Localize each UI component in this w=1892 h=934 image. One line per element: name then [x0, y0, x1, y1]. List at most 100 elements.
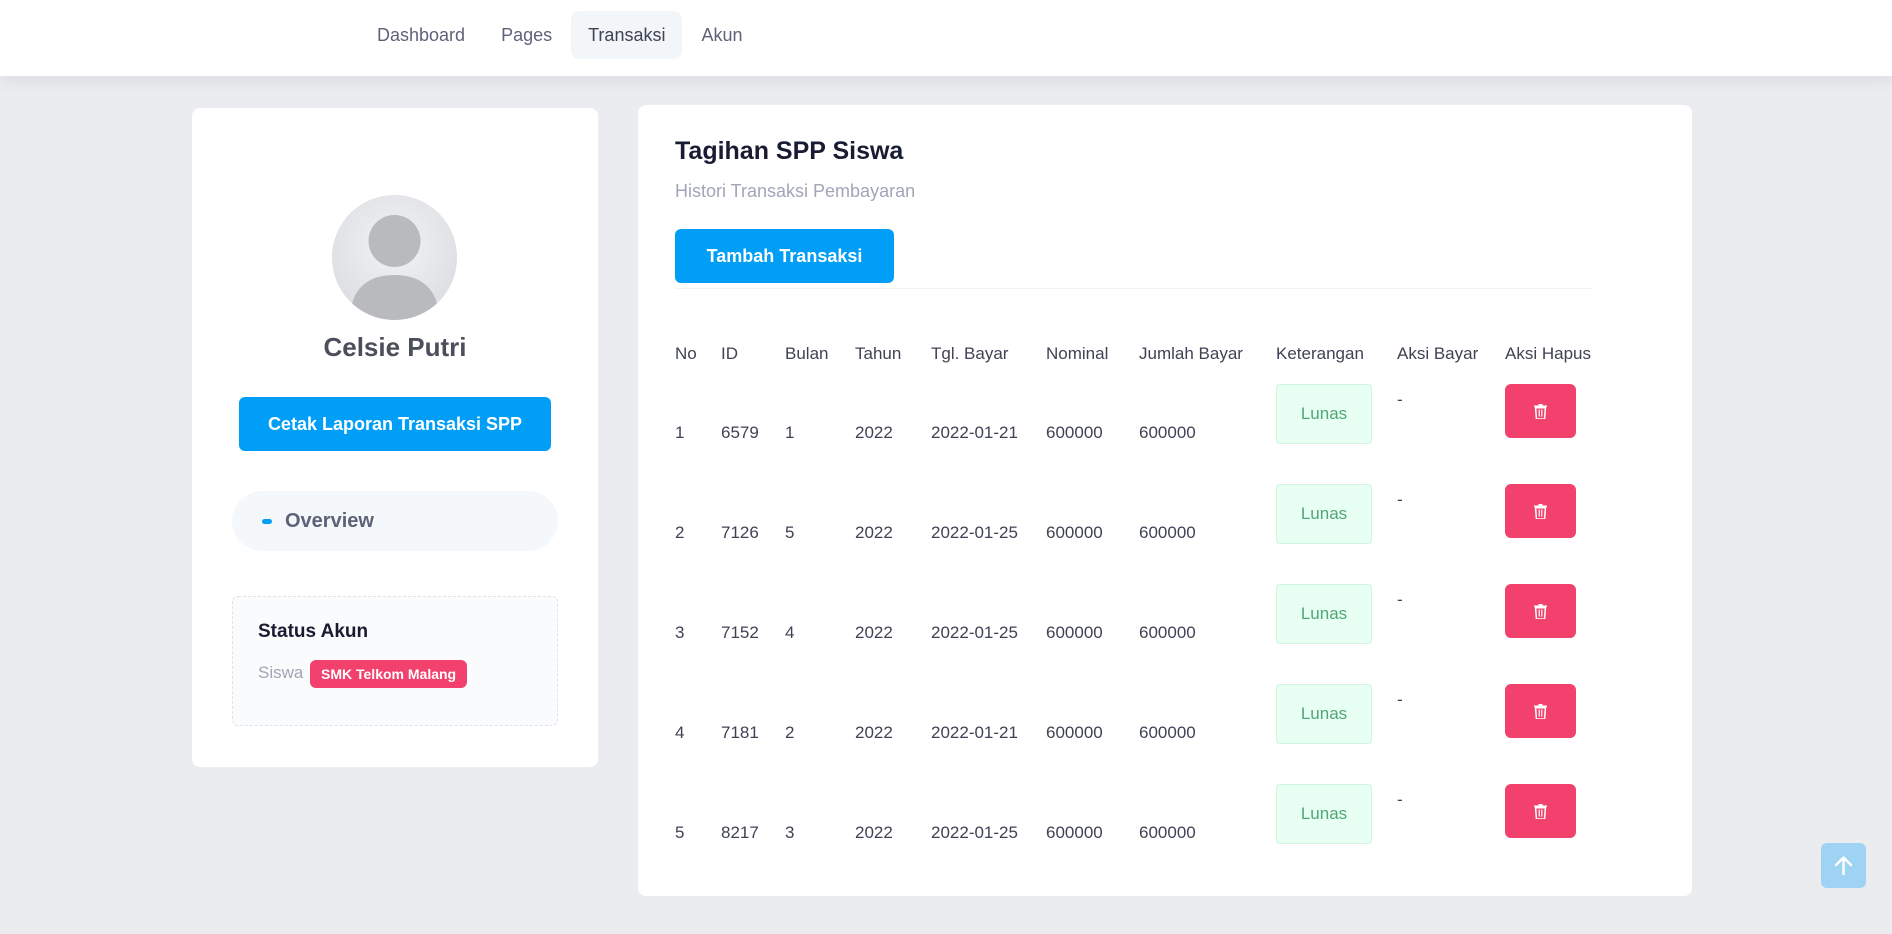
page-title: Tagihan SPP Siswa — [675, 137, 904, 165]
cell-value: 2022 — [855, 623, 893, 642]
profile-card: Celsie Putri Cetak Laporan Transaksi SPP… — [192, 108, 598, 767]
cell-bulan: 3 — [785, 776, 855, 876]
table-row: 1 6579 1 2022 2022-01-21 600000 600000 L… — [675, 376, 1605, 476]
cell-tgl-bayar: 2022-01-25 — [931, 776, 1046, 876]
col-header-nominal: Nominal — [1046, 344, 1109, 363]
cell-value: 600000 — [1046, 523, 1103, 542]
cell-nominal: 600000 — [1046, 376, 1139, 476]
cell-value: 3 — [785, 823, 795, 842]
print-report-button[interactable]: Cetak Laporan Transaksi SPP — [239, 397, 551, 451]
cell-value: 600000 — [1046, 423, 1103, 442]
cell-value: 600000 — [1046, 823, 1103, 842]
cell-id: 7181 — [721, 676, 785, 776]
cell-value: 7152 — [721, 623, 759, 642]
cell-keterangan: Lunas — [1276, 776, 1397, 876]
cell-aksi-hapus — [1505, 676, 1605, 776]
cell-nominal: 600000 — [1046, 476, 1139, 576]
col-header-aksi-bayar: Aksi Bayar — [1397, 344, 1479, 363]
cell-tahun: 2022 — [855, 476, 931, 576]
nav-transaksi[interactable]: Transaksi — [571, 11, 683, 59]
bullet-icon — [262, 519, 272, 524]
status-badge: Lunas — [1276, 584, 1372, 644]
cell-value: - — [1397, 390, 1403, 409]
cell-keterangan: Lunas — [1276, 376, 1397, 476]
school-badge: SMK Telkom Malang — [310, 660, 468, 688]
cell-aksi-bayar: - — [1397, 476, 1505, 576]
cell-value: 2022-01-21 — [931, 723, 1018, 742]
cell-value: - — [1397, 690, 1403, 709]
cell-tahun: 2022 — [855, 676, 931, 776]
add-transaction-button[interactable]: Tambah Transaksi — [675, 229, 894, 283]
col-header-aksi-hapus: Aksi Hapus — [1505, 344, 1591, 363]
transactions-card: Tagihan SPP Siswa Histori Transaksi Pemb… — [638, 105, 1692, 896]
cell-no: 2 — [675, 476, 721, 576]
trash-icon — [1534, 604, 1547, 619]
cell-aksi-hapus — [1505, 576, 1605, 676]
cell-tgl-bayar: 2022-01-21 — [931, 676, 1046, 776]
cell-bulan: 4 — [785, 576, 855, 676]
table-row: 3 7152 4 2022 2022-01-25 600000 600000 L… — [675, 576, 1605, 676]
sidebar-item-label: Overview — [285, 510, 374, 532]
delete-button[interactable] — [1505, 584, 1576, 638]
cell-keterangan: Lunas — [1276, 676, 1397, 776]
cell-tahun: 2022 — [855, 576, 931, 676]
cell-value: 1 — [675, 423, 685, 442]
divider — [675, 288, 1593, 289]
cell-tgl-bayar: 2022-01-21 — [931, 376, 1046, 476]
col-header-tahun: Tahun — [855, 344, 902, 363]
cell-value: 2022 — [855, 723, 893, 742]
cell-tgl-bayar: 2022-01-25 — [931, 476, 1046, 576]
cell-id: 7152 — [721, 576, 785, 676]
transactions-table: No ID Bulan Tahun Tgl. Bayar Nominal Jum… — [675, 332, 1605, 876]
delete-button[interactable] — [1505, 684, 1576, 738]
cell-jumlah-bayar: 600000 — [1139, 376, 1276, 476]
cell-tgl-bayar: 2022-01-25 — [931, 576, 1046, 676]
cell-aksi-bayar: - — [1397, 676, 1505, 776]
status-role: Siswa — [258, 663, 304, 682]
cell-value: 2022-01-25 — [931, 523, 1018, 542]
col-header-no: No — [675, 344, 697, 363]
delete-button[interactable] — [1505, 384, 1576, 438]
cell-jumlah-bayar: 600000 — [1139, 476, 1276, 576]
cell-keterangan: Lunas — [1276, 576, 1397, 676]
cell-jumlah-bayar: 600000 — [1139, 776, 1276, 876]
scroll-top-button[interactable] — [1821, 843, 1866, 888]
delete-button[interactable] — [1505, 484, 1576, 538]
cell-value: 2 — [675, 523, 685, 542]
cell-no: 3 — [675, 576, 721, 676]
cell-id: 7126 — [721, 476, 785, 576]
cell-value: 2022 — [855, 823, 893, 842]
trash-icon — [1534, 404, 1547, 419]
status-badge: Lunas — [1276, 384, 1372, 444]
cell-value: 600000 — [1139, 423, 1196, 442]
nav-dashboard[interactable]: Dashboard — [377, 25, 466, 45]
cell-value: 600000 — [1139, 523, 1196, 542]
cell-no: 4 — [675, 676, 721, 776]
nav-akun[interactable]: Akun — [701, 25, 743, 45]
col-header-tgl-bayar: Tgl. Bayar — [931, 344, 1009, 363]
cell-nominal: 600000 — [1046, 676, 1139, 776]
nav-pages[interactable]: Pages — [501, 25, 553, 45]
cell-aksi-bayar: - — [1397, 376, 1505, 476]
cell-jumlah-bayar: 600000 — [1139, 576, 1276, 676]
status-title: Status Akun — [258, 621, 369, 642]
trash-icon — [1534, 804, 1547, 819]
cell-id: 6579 — [721, 376, 785, 476]
cell-aksi-hapus — [1505, 476, 1605, 576]
cell-aksi-bayar: - — [1397, 576, 1505, 676]
cell-no: 1 — [675, 376, 721, 476]
table-row: 4 7181 2 2022 2022-01-21 600000 600000 L… — [675, 676, 1605, 776]
col-header-bulan: Bulan — [785, 344, 829, 363]
cell-bulan: 2 — [785, 676, 855, 776]
cell-value: 600000 — [1139, 723, 1196, 742]
cell-value: 7181 — [721, 723, 759, 742]
cell-value: 3 — [675, 623, 685, 642]
sidebar-item-overview[interactable]: Overview — [232, 491, 558, 551]
cell-value: 6579 — [721, 423, 759, 442]
cell-aksi-hapus — [1505, 376, 1605, 476]
delete-button[interactable] — [1505, 784, 1576, 838]
cell-bulan: 5 — [785, 476, 855, 576]
cell-id: 8217 — [721, 776, 785, 876]
top-header: Dashboard Pages Transaksi Akun — [0, 0, 1892, 76]
cell-tahun: 2022 — [855, 776, 931, 876]
